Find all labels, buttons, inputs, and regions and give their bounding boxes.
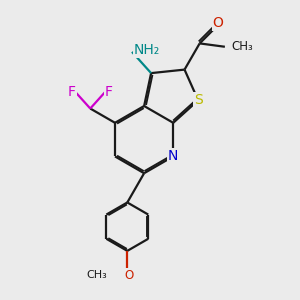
Text: CH₃: CH₃: [231, 40, 253, 53]
Text: S: S: [194, 93, 203, 107]
Text: O: O: [124, 268, 134, 282]
Text: F: F: [68, 85, 76, 99]
Text: N: N: [168, 149, 178, 164]
Text: NH₂: NH₂: [134, 43, 160, 57]
Text: O: O: [213, 16, 224, 30]
Text: CH₃: CH₃: [86, 270, 107, 280]
Text: F: F: [105, 85, 113, 99]
